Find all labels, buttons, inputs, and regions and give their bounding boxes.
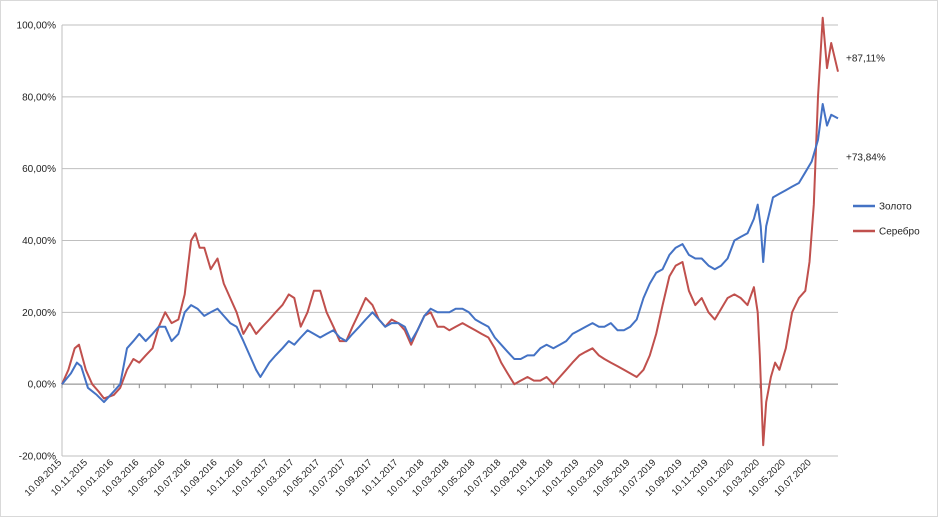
y-tick-label: 80,00% (22, 92, 56, 103)
end-label: +87,11% (846, 54, 885, 65)
series-line-silver (61, 16, 839, 447)
legend: Золото Серебро (853, 202, 920, 238)
y-tick-label: 0,00% (28, 380, 56, 391)
series-line-gold (61, 103, 839, 404)
end-labels: +73,84% +87,11% (846, 54, 886, 164)
legend-label: Серебро (879, 226, 920, 238)
y-tick-label: 60,00% (22, 164, 56, 175)
y-tick-label: 40,00% (22, 236, 56, 247)
y-tick-label: 20,00% (22, 308, 56, 319)
y-axis-ticks: -20,00% 0,00% 20,00% 40,00% 60,00% 80,00% 100,… (17, 21, 57, 463)
legend-label: Золото (879, 202, 912, 213)
series-lines (61, 16, 839, 447)
y-tick-label: 100,00% (17, 21, 57, 32)
end-label: +73,84% (846, 152, 886, 163)
y-tick-label: -20,00% (19, 452, 56, 463)
